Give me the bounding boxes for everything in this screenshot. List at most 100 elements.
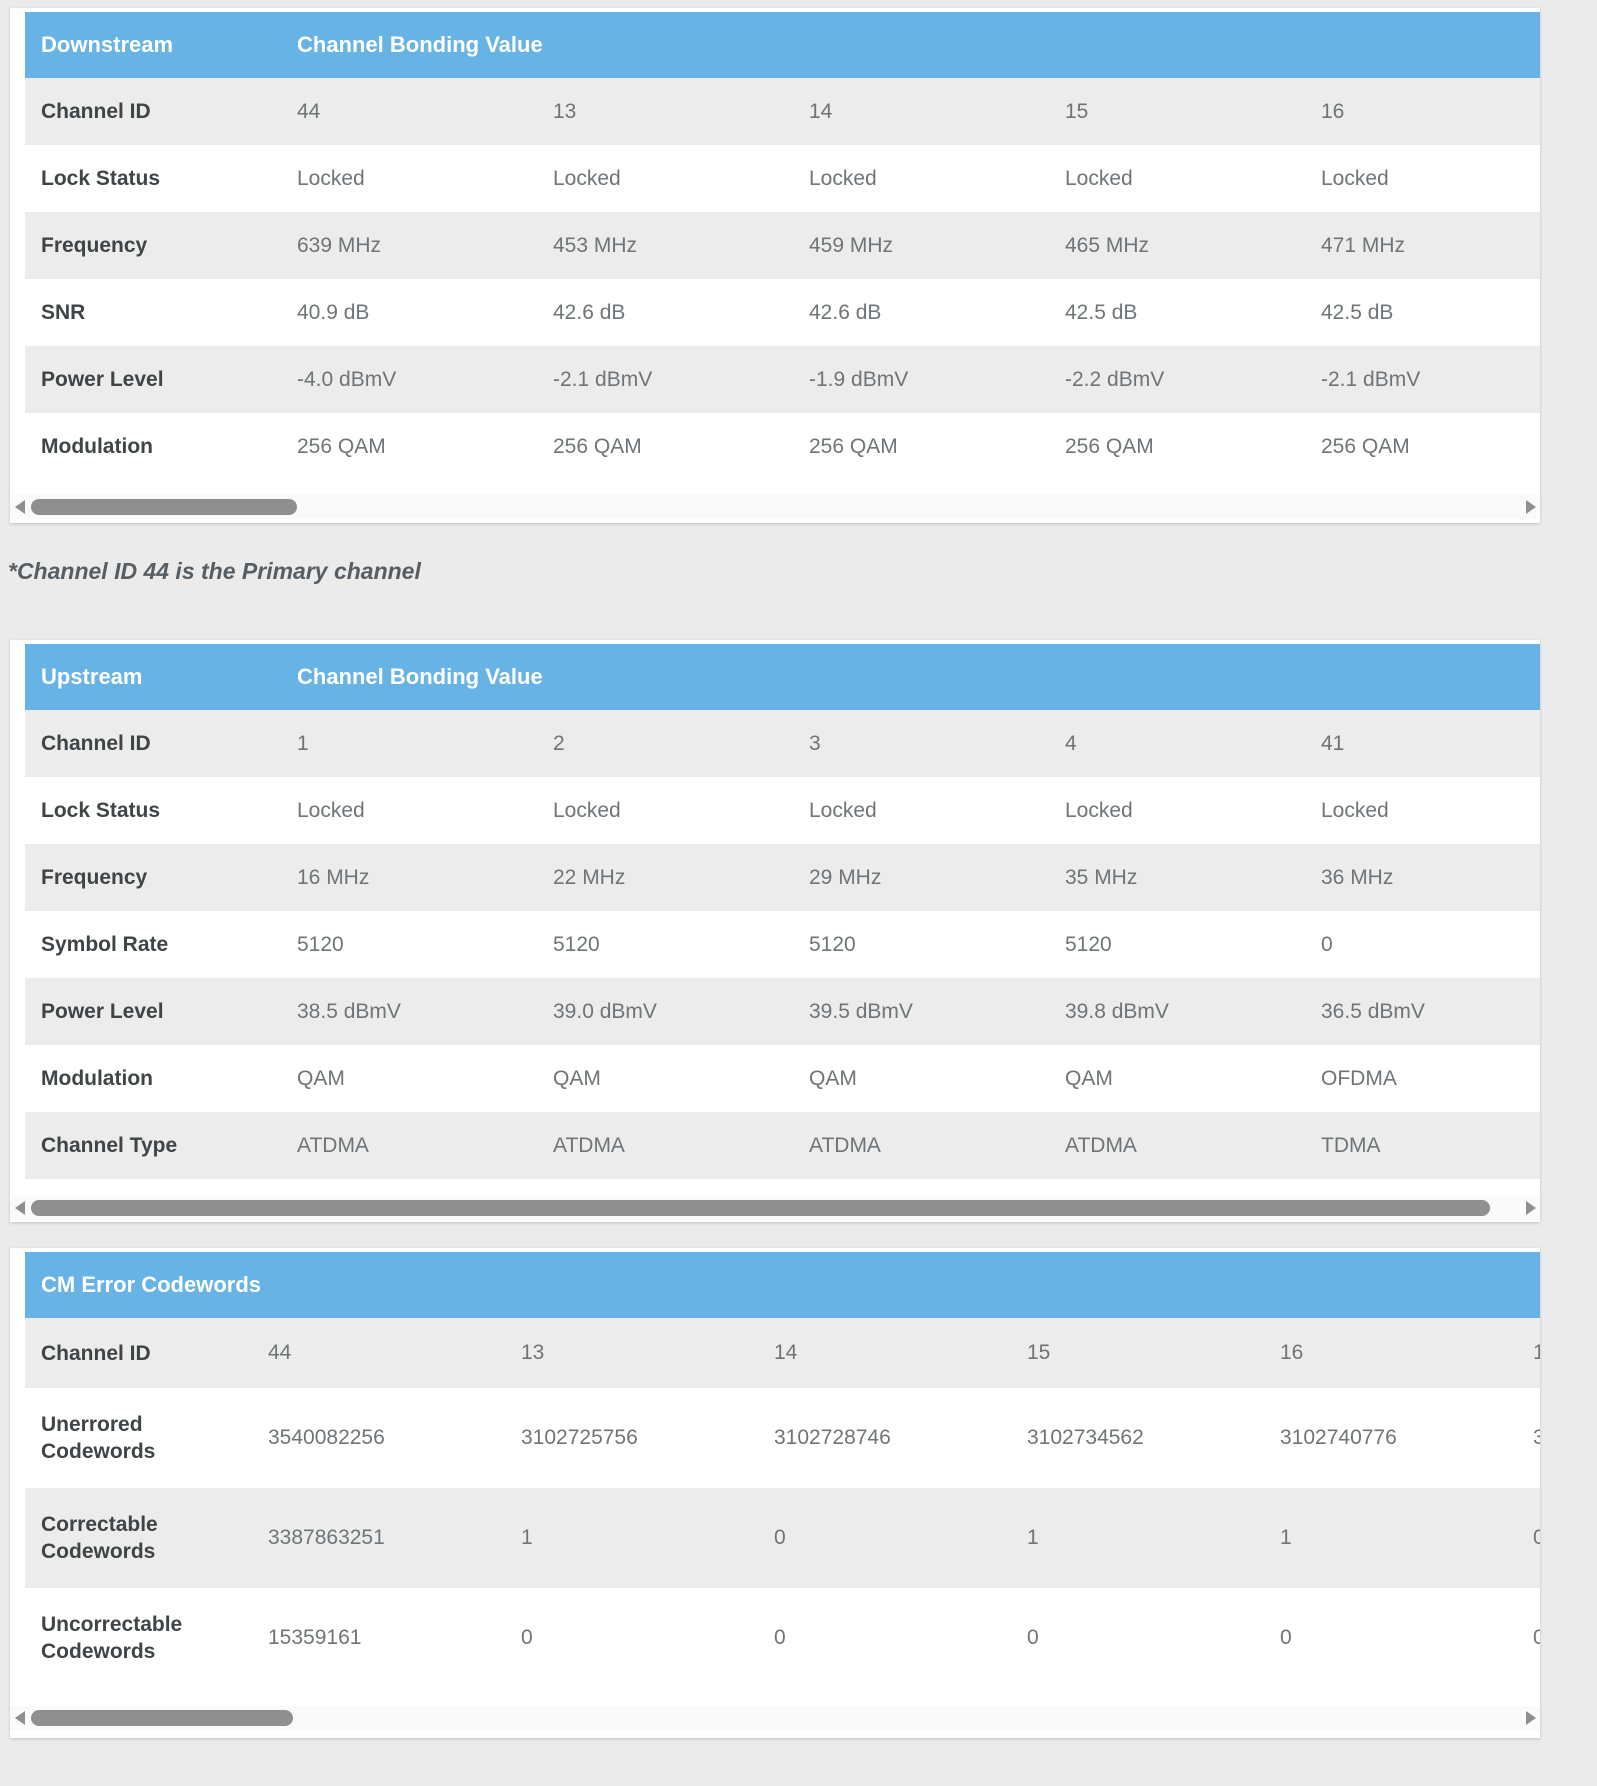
table-row: Frequency 639 MHz 453 MHz 459 MHz 465 MHz 471… [25, 212, 1540, 279]
row-label: Uncorrectable Codewords [41, 1613, 183, 1663]
cell-value: 29 MHz [809, 865, 882, 889]
scrollbar-thumb[interactable] [31, 499, 297, 515]
cell-value: 16 [1280, 1341, 1304, 1364]
cell-value: 5120 [553, 932, 600, 956]
cell-value: 639 MHz [297, 233, 382, 257]
row-label: Symbol Rate [41, 933, 169, 956]
cell-value: Locked [1065, 166, 1133, 190]
cell-value: 459 MHz [809, 233, 894, 257]
cm-horizontal-scrollbar[interactable] [10, 1706, 1540, 1730]
table-row: Channel ID 1 2 3 4 41 [25, 710, 1540, 777]
cell-value: QAM [809, 1066, 857, 1090]
cell-value: 44 [297, 99, 321, 123]
cell-value: -4.0 dBmV [297, 367, 397, 391]
cell-value: ATDMA [553, 1133, 625, 1157]
scroll-left-arrow-icon[interactable] [15, 1711, 25, 1725]
cell-value: 3102734562 [1027, 1426, 1144, 1449]
cell-value: 453 MHz [553, 233, 638, 257]
upstream-header-label: Upstream [41, 664, 143, 689]
cell-value: -2.1 dBmV [1321, 367, 1421, 391]
table-row: Unerrored Codewords 3540082256 3102725756 3… [25, 1388, 1540, 1488]
cell-value: 41 [1321, 731, 1345, 755]
table-row: Frequency 16 MHz 22 MHz 29 MHz 35 MHz 36 MHz [25, 844, 1540, 911]
scroll-right-arrow-icon[interactable] [1526, 500, 1536, 514]
cell-value: 36 MHz [1321, 865, 1394, 889]
row-label: Channel ID [41, 100, 151, 123]
table-row: Symbol Rate 5120 5120 5120 5120 0 [25, 911, 1540, 978]
cell-value: 0 [1280, 1626, 1292, 1649]
row-label: Lock Status [41, 799, 161, 822]
table-row: Lock Status Locked Locked Locked Locked Locke… [25, 777, 1540, 844]
table-row: Power Level -4.0 dBmV -2.1 dBmV -1.9 dBmV -2… [25, 346, 1540, 413]
cell-value: -2.1 dBmV [553, 367, 653, 391]
cell-value: 3540082256 [268, 1426, 385, 1449]
cell-value: Locked [1321, 798, 1389, 822]
row-label: SNR [41, 301, 86, 324]
table-row: Power Level 38.5 dBmV 39.0 dBmV 39.5 dBmV 39… [25, 978, 1540, 1045]
cell-value: 13 [521, 1341, 545, 1364]
channel-bonding-value-header: Channel Bonding Value [297, 32, 543, 57]
row-label: Modulation [41, 435, 153, 458]
cell-value: 39.0 dBmV [553, 999, 657, 1023]
cell-value: 0 [1533, 1626, 1540, 1649]
cm-error-codewords-table: Channel ID 44 13 14 15 16 1 Unerrored Codewords… [25, 1318, 1540, 1688]
cell-value: 4 [1065, 731, 1077, 755]
table-row: Lock Status Locked Locked Locked Locked Locke… [25, 145, 1540, 212]
cell-value: 1 [1027, 1526, 1039, 1549]
cell-value: 3102725756 [521, 1426, 638, 1449]
scroll-left-arrow-icon[interactable] [15, 1201, 25, 1215]
cell-value: 1 [1280, 1526, 1292, 1549]
scrollbar-thumb[interactable] [31, 1710, 293, 1726]
cell-value: -2.2 dBmV [1065, 367, 1165, 391]
cell-value: Locked [297, 798, 365, 822]
cell-value: ATDMA [809, 1133, 881, 1157]
cell-value: 0 [1321, 932, 1333, 956]
row-label: Frequency [41, 866, 148, 889]
cell-value: 5120 [809, 932, 856, 956]
table-row: Correctable Codewords 3387863251 1 0 1 1 0 [25, 1488, 1540, 1588]
cell-value: 5120 [1065, 932, 1112, 956]
cell-value: 14 [809, 99, 833, 123]
cm-error-codewords-header: CM Error Codewords [25, 1252, 1540, 1318]
scroll-right-arrow-icon[interactable] [1526, 1201, 1536, 1215]
cell-value: 42.5 dB [1321, 300, 1394, 324]
cell-value: Locked [809, 798, 877, 822]
cell-value: 256 QAM [297, 434, 386, 458]
cell-value: 39.8 dBmV [1065, 999, 1169, 1023]
table-row: Channel Type ATDMA ATDMA ATDMA ATDMA TDMA [25, 1112, 1540, 1179]
cell-value: 42.6 dB [809, 300, 882, 324]
cell-value: 0 [1533, 1526, 1540, 1549]
row-label: Power Level [41, 368, 164, 391]
scrollbar-thumb[interactable] [31, 1200, 1490, 1216]
cell-value: 3387863251 [268, 1526, 385, 1549]
cell-value: ATDMA [1065, 1133, 1137, 1157]
cell-value: 15 [1065, 99, 1089, 123]
cell-value: Locked [553, 798, 621, 822]
cell-value: Locked [553, 166, 621, 190]
table-row: Modulation QAM QAM QAM QAM OFDMA [25, 1045, 1540, 1112]
upstream-horizontal-scrollbar[interactable] [10, 1196, 1540, 1220]
row-label: Correctable Codewords [41, 1513, 158, 1563]
row-label: Frequency [41, 234, 148, 257]
cell-value: 38.5 dBmV [297, 999, 401, 1023]
row-label: Lock Status [41, 167, 161, 190]
cell-value: 1 [297, 731, 309, 755]
table-row: Modulation 256 QAM 256 QAM 256 QAM 256 QAM 25… [25, 413, 1540, 480]
cell-value: QAM [1065, 1066, 1113, 1090]
cell-value: 2 [553, 731, 565, 755]
cell-value: 15359161 [268, 1626, 362, 1649]
row-label: Unerrored Codewords [41, 1413, 156, 1463]
cell-value: TDMA [1321, 1133, 1381, 1157]
cell-value: 3102728746 [774, 1426, 891, 1449]
scroll-left-arrow-icon[interactable] [15, 500, 25, 514]
cm-error-codewords-header-label: CM Error Codewords [41, 1272, 262, 1297]
cell-value: 256 QAM [553, 434, 642, 458]
cell-value: 44 [268, 1341, 292, 1364]
scroll-right-arrow-icon[interactable] [1526, 1711, 1536, 1725]
downstream-horizontal-scrollbar[interactable] [10, 495, 1540, 519]
downstream-header-label: Downstream [41, 32, 174, 57]
cell-value: 42.6 dB [553, 300, 626, 324]
cell-value: 0 [774, 1626, 786, 1649]
upstream-table-header: Upstream Channel Bonding Value [25, 644, 1540, 710]
channel-bonding-value-header: Channel Bonding Value [297, 664, 543, 689]
